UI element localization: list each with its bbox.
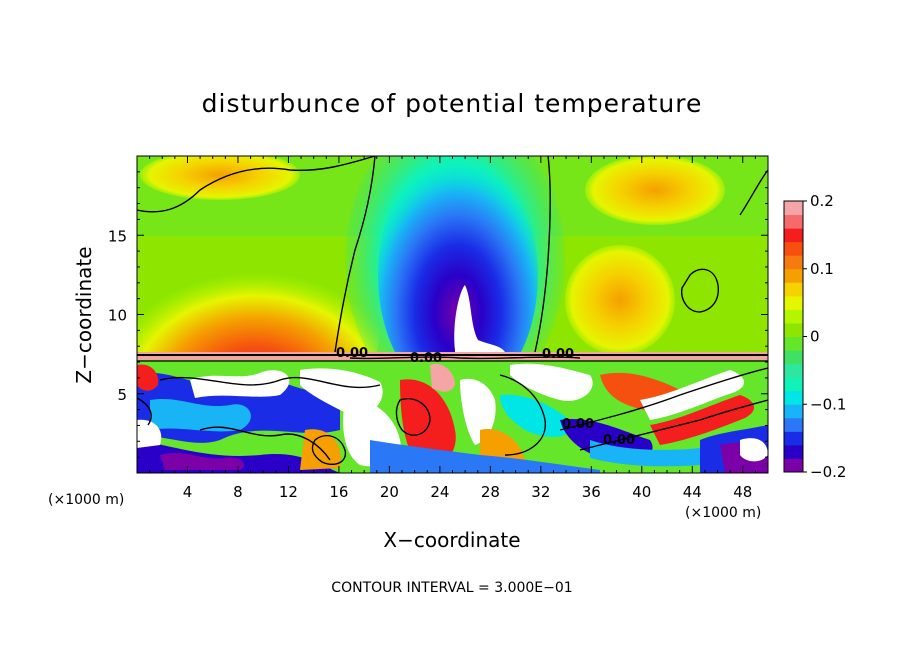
- contour-labels: 0.00 0.00 0.00 0.00 0.00: [336, 346, 635, 448]
- colorbar-swatch: [784, 214, 803, 229]
- x-tick-label: 16: [329, 483, 348, 501]
- contour-label: 0.00: [336, 346, 368, 361]
- colorbar-swatch: [784, 350, 803, 365]
- colorbar-tick-label: −0.1: [810, 395, 846, 413]
- x-tick-label: 40: [632, 483, 651, 501]
- warm-anomaly-top-right: [585, 156, 725, 225]
- colorbar-swatch: [784, 309, 803, 324]
- x-axis: 4 8 12 16 20 24 28 32 36 40 44 48: [149, 156, 756, 501]
- x-tick-label: 36: [582, 483, 601, 501]
- colorbar: [784, 201, 803, 473]
- colorbar-frame: [783, 200, 804, 473]
- turbulent-blobs: [137, 363, 768, 473]
- cold-plume: [378, 156, 538, 400]
- heatmap-field: [137, 156, 768, 473]
- colorbar-swatch: [784, 336, 803, 351]
- colorbar-swatch: [784, 417, 803, 432]
- x-tick-label: 48: [733, 483, 752, 501]
- colorbar-swatch: [784, 377, 803, 392]
- x-tick-label: 28: [481, 483, 500, 501]
- colorbar-swatch: [784, 444, 803, 459]
- contour-lines: [137, 156, 768, 466]
- x-tick-label: 8: [233, 483, 243, 501]
- colorbar-swatch: [784, 228, 803, 243]
- warm-anomaly-right: [565, 245, 675, 355]
- plume-core: [454, 285, 505, 352]
- x-axis-label: X−coordinate: [383, 528, 520, 552]
- x-tick-label: 4: [183, 483, 193, 501]
- colorbar-swatch: [784, 404, 803, 419]
- y-axis-label: Z−coordinate: [72, 246, 96, 383]
- contour-label: 0.00: [410, 351, 442, 366]
- contour-label: 0.00: [542, 347, 574, 362]
- contour-label: 0.00: [603, 433, 635, 448]
- colorbar-swatch: [784, 282, 803, 297]
- y-tick-label: 5: [117, 386, 127, 404]
- colorbar-swatch: [784, 295, 803, 310]
- colorbar-tick-label: −0.2: [810, 463, 846, 481]
- colorbar-swatch: [784, 458, 803, 473]
- x-tick-label: 20: [380, 483, 399, 501]
- colorbar-swatch: [784, 255, 803, 270]
- x-tick-label: 12: [279, 483, 298, 501]
- x-unit-left: (×1000 m): [48, 492, 124, 508]
- colorbar-swatch: [784, 268, 803, 283]
- colorbar-swatch: [784, 201, 803, 216]
- colorbar-swatch: [784, 431, 803, 446]
- colorbar-tick-label: 0: [810, 328, 820, 346]
- x-tick-label: 24: [430, 483, 449, 501]
- colorbar-swatch: [784, 363, 803, 378]
- y-tick-label: 10: [108, 307, 127, 325]
- chart-title: disturbunce of potential temperature: [202, 89, 703, 118]
- x-tick-label: 32: [531, 483, 550, 501]
- y-axis: 5 10 15: [108, 171, 768, 458]
- colorbar-swatch: [784, 390, 803, 405]
- colorbar-ticks: 0.2 0.1 0 −0.1 −0.2: [803, 192, 846, 481]
- warm-anomaly-top-left: [140, 156, 300, 200]
- contour-interval-footer: CONTOUR INTERVAL = 3.000E−01: [331, 580, 572, 596]
- x-unit-right: (×1000 m): [685, 505, 761, 521]
- y-tick-label: 15: [108, 227, 127, 245]
- colorbar-swatch: [784, 322, 803, 337]
- colorbar-swatch: [784, 241, 803, 256]
- colorbar-tick-label: 0.2: [810, 192, 834, 210]
- contour-label: 0.00: [562, 417, 594, 432]
- colorbar-tick-label: 0.1: [810, 260, 834, 278]
- x-tick-label: 44: [683, 483, 702, 501]
